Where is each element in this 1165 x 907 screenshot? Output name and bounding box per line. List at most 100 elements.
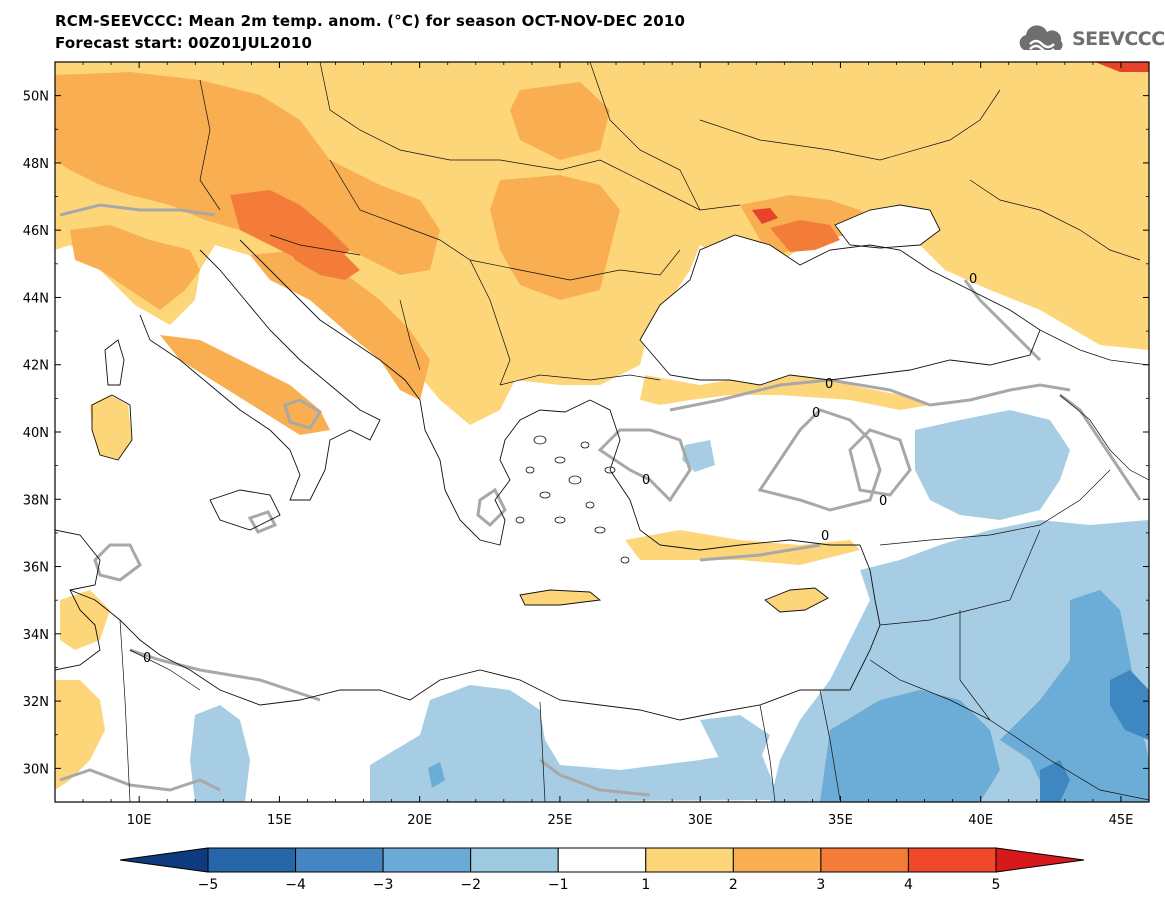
anomaly-region-plus4-northeast xyxy=(1095,62,1149,72)
lat-tick-label: 44N xyxy=(23,291,49,306)
lon-tick-label: 20E xyxy=(407,813,432,828)
anomaly-region-plus1-south-coast xyxy=(625,530,860,565)
anomaly-region-plus2-hungary xyxy=(510,82,610,160)
coastline-italy xyxy=(139,249,381,501)
anomaly-region-minus2-syria-iraq xyxy=(1000,590,1149,802)
anomaly-region-plus1-libya xyxy=(55,680,105,790)
coastline-africa xyxy=(69,589,850,721)
anomaly-region-plus2-central-europe xyxy=(55,72,440,275)
colorbar-segment xyxy=(820,847,909,873)
zero-contour xyxy=(848,428,912,497)
colorbar-extend-low xyxy=(119,847,209,873)
logo-text: SEEVCCC xyxy=(1072,28,1165,50)
border xyxy=(1059,394,1149,481)
lon-tick-label: 45E xyxy=(1109,813,1134,828)
lon-tick-label: 40E xyxy=(968,813,993,828)
zero-contour xyxy=(597,428,692,503)
zero-contour xyxy=(476,487,507,528)
colorbar-segment xyxy=(382,847,472,873)
black-sea xyxy=(640,235,1040,385)
anomaly-region-plus2-adriatic xyxy=(250,250,430,400)
zero-contour xyxy=(93,543,142,582)
colorbar-segment xyxy=(907,847,997,873)
lat-tick-label: 36N xyxy=(23,561,49,576)
border xyxy=(819,689,841,801)
contour-label: 0 xyxy=(812,406,820,421)
zero-contours xyxy=(59,203,1142,797)
anomaly-region-minus3-arabia xyxy=(1040,760,1070,802)
map-body: 0 0 0 0 0 0 0 xyxy=(55,62,1149,802)
colorbar-label: 2 xyxy=(729,877,738,893)
coastline-azov xyxy=(834,204,941,249)
colorbar-segment xyxy=(557,847,647,873)
coastline-tunisia xyxy=(55,529,101,671)
colorbar: −5 −4 −3 −2 −1 1 2 3 4 5 xyxy=(119,847,1085,893)
seevccc-logo: SEEVCCC xyxy=(1016,24,1165,56)
lat-tick-label: 32N xyxy=(23,695,49,710)
anomaly-region-minus1-egypt xyxy=(370,685,780,802)
zero-contour xyxy=(669,378,1071,412)
colorbar-segment xyxy=(207,847,297,873)
zero-contour xyxy=(129,648,321,702)
coastline-crete xyxy=(519,589,602,606)
map-title: RCM-SEEVCCC: Mean 2m temp. anom. (°C) fo… xyxy=(55,12,686,30)
border xyxy=(879,469,1111,546)
anomaly-region-minus2-egypt-spot xyxy=(428,762,445,788)
anomaly-region-plus3-crimea xyxy=(770,220,840,252)
border xyxy=(759,704,776,802)
lat-tick-label: 50N xyxy=(23,90,49,105)
colorbar-segment xyxy=(295,847,384,873)
aegean-islands xyxy=(515,435,630,564)
colorbar-label: 3 xyxy=(816,877,825,893)
coastline-greece xyxy=(444,399,591,546)
border xyxy=(129,649,201,691)
colorbar-segment xyxy=(470,847,559,873)
border xyxy=(699,89,1001,161)
anomaly-region-plus2-alps xyxy=(70,225,200,310)
zero-contour xyxy=(283,398,323,430)
border xyxy=(589,62,701,211)
coastline-sicily xyxy=(209,489,281,531)
sea-of-azov xyxy=(835,205,940,248)
border xyxy=(869,659,991,721)
coastline-corsica xyxy=(104,339,125,386)
colorbar-label: 5 xyxy=(992,877,1001,893)
coastline-adriatic-east xyxy=(239,239,446,491)
zero-contour xyxy=(59,203,216,217)
colorbar-segment xyxy=(645,847,734,873)
border xyxy=(399,299,421,371)
zero-contour xyxy=(963,279,1042,362)
colorbar-label: 1 xyxy=(641,877,650,893)
anomaly-region-plus2-romania xyxy=(490,175,620,300)
anomaly-region-minus3-iraq xyxy=(1110,670,1149,740)
anomaly-region-plus1-crete xyxy=(520,590,600,605)
border xyxy=(269,234,361,256)
coastline-turkey-south xyxy=(659,539,860,551)
lon-tick-label: 10E xyxy=(127,813,152,828)
border xyxy=(319,62,741,211)
latitude-axis: 30N 32N 34N 36N 38N 40N 42N 44N 46N 48N 50N xyxy=(23,61,1149,803)
cloud-icon xyxy=(1019,25,1063,54)
anomaly-region-plus1-sardinia xyxy=(90,395,132,460)
coastline-turkey-west xyxy=(589,399,661,546)
border xyxy=(469,249,681,281)
lat-tick-label: 46N xyxy=(23,224,49,239)
contour-label: 0 xyxy=(642,473,650,488)
zero-contour xyxy=(59,768,221,792)
border xyxy=(539,701,546,802)
country-borders xyxy=(119,62,1149,802)
lon-tick-label: 15E xyxy=(267,813,292,828)
contour-label: 0 xyxy=(969,272,977,287)
lat-tick-label: 48N xyxy=(23,157,49,172)
longitude-axis: 10E 15E 20E 25E 30E 35E 40E 45E xyxy=(54,62,1150,828)
lon-tick-label: 35E xyxy=(828,813,853,828)
zero-contour xyxy=(1059,393,1142,501)
zero-contour xyxy=(539,758,651,797)
colorbar-label: −3 xyxy=(373,877,394,893)
contour-label: 0 xyxy=(825,377,833,392)
anomaly-region-minus2-jordan xyxy=(820,690,1000,802)
lon-tick-label: 25E xyxy=(548,813,573,828)
coastlines xyxy=(55,204,1041,721)
border xyxy=(119,619,131,802)
lat-tick-label: 40N xyxy=(23,426,49,441)
